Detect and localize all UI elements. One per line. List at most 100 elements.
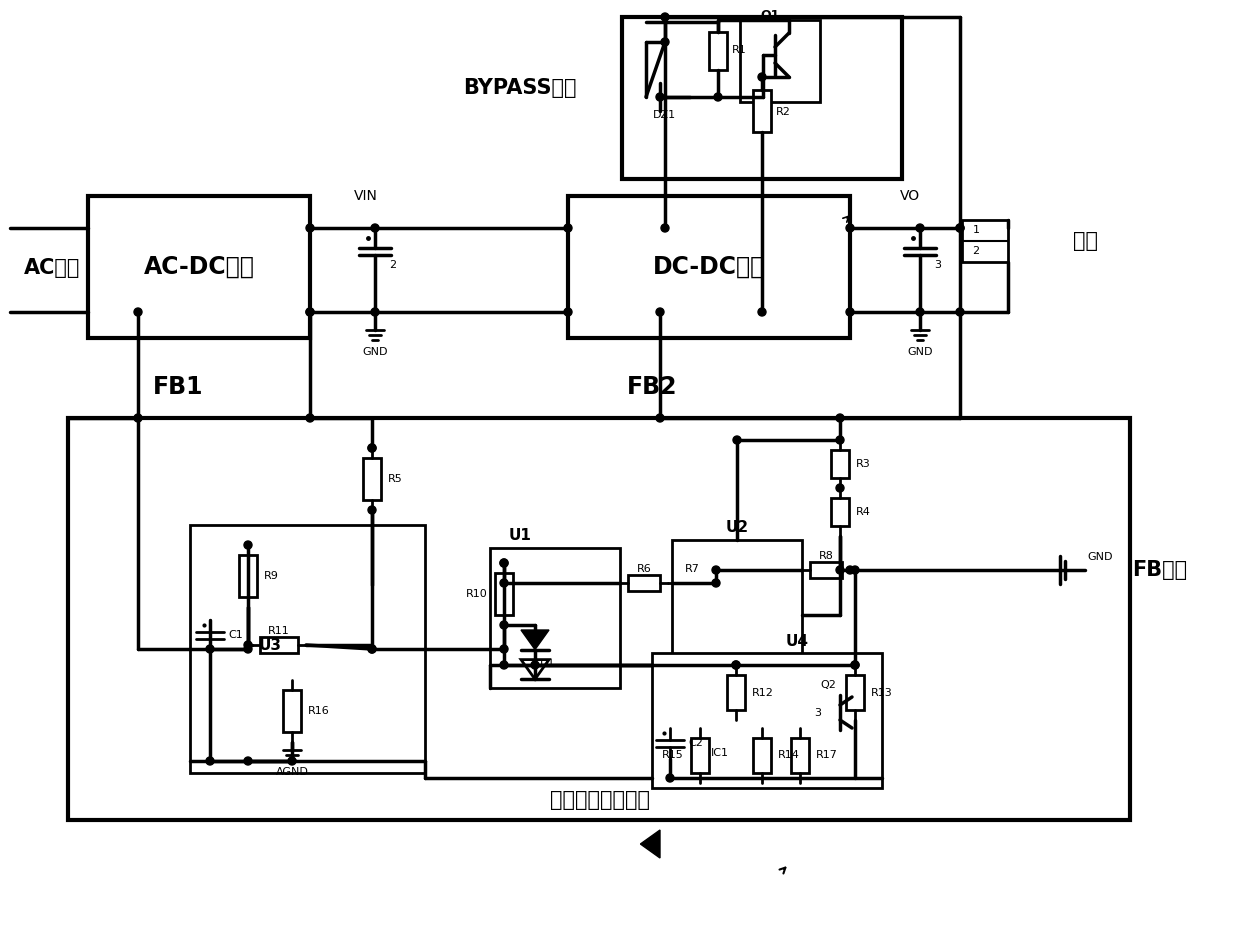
Circle shape bbox=[532, 661, 539, 669]
Circle shape bbox=[368, 444, 375, 452]
Text: DC-DC模块: DC-DC模块 bbox=[653, 255, 766, 279]
Text: GND: GND bbox=[1088, 552, 1113, 562]
Bar bbox=[831, 498, 849, 526]
Text: GND: GND bbox=[362, 347, 388, 357]
Bar bbox=[68, 418, 1130, 820]
Circle shape bbox=[206, 645, 214, 653]
Bar bbox=[691, 738, 709, 773]
Text: R17: R17 bbox=[817, 751, 838, 760]
Text: U3: U3 bbox=[259, 637, 281, 652]
Circle shape bbox=[916, 224, 924, 232]
Circle shape bbox=[846, 224, 854, 232]
Circle shape bbox=[712, 579, 720, 587]
Bar bbox=[961, 220, 1009, 262]
Text: C2: C2 bbox=[688, 738, 703, 748]
Circle shape bbox=[206, 757, 214, 765]
Bar bbox=[489, 548, 620, 688]
Circle shape bbox=[851, 661, 859, 669]
Circle shape bbox=[244, 541, 252, 549]
Text: VIN: VIN bbox=[354, 189, 378, 203]
Bar bbox=[727, 675, 745, 710]
Bar bbox=[567, 196, 850, 338]
Circle shape bbox=[244, 641, 252, 649]
Circle shape bbox=[368, 506, 375, 514]
Bar bbox=[790, 738, 809, 773]
Circle shape bbox=[564, 224, 572, 232]
Text: C1: C1 bbox=[228, 630, 243, 640]
Bar bbox=[676, 575, 707, 591]
Polygon shape bbox=[641, 830, 660, 858]
Circle shape bbox=[714, 93, 722, 101]
Circle shape bbox=[732, 661, 740, 669]
Text: R3: R3 bbox=[856, 459, 871, 469]
Circle shape bbox=[368, 645, 375, 653]
Text: R7: R7 bbox=[685, 564, 700, 574]
Circle shape bbox=[957, 308, 964, 316]
Bar bbox=[363, 458, 382, 500]
Text: 3: 3 bbox=[934, 260, 940, 270]
Circle shape bbox=[134, 414, 142, 422]
Text: 2: 2 bbox=[389, 260, 396, 270]
Bar bbox=[239, 555, 256, 597]
Text: U2: U2 bbox=[726, 520, 748, 535]
Text: 输出: 输出 bbox=[1073, 231, 1098, 251]
Text: FB输入: FB输入 bbox=[1132, 560, 1187, 580]
Circle shape bbox=[501, 645, 508, 653]
Circle shape bbox=[712, 566, 720, 574]
Text: R10: R10 bbox=[466, 589, 488, 599]
Text: 1: 1 bbox=[973, 225, 980, 235]
Bar bbox=[88, 196, 310, 338]
Text: IC1: IC1 bbox=[711, 748, 729, 758]
Circle shape bbox=[306, 308, 313, 316]
Circle shape bbox=[287, 757, 296, 765]
Circle shape bbox=[732, 661, 740, 669]
Text: R8: R8 bbox=[819, 551, 834, 561]
Circle shape bbox=[758, 73, 766, 81]
Circle shape bbox=[667, 774, 674, 782]
Circle shape bbox=[846, 308, 854, 316]
Text: R4: R4 bbox=[856, 507, 871, 517]
Bar bbox=[831, 450, 849, 478]
Text: U4: U4 bbox=[786, 633, 809, 648]
Bar bbox=[282, 690, 301, 732]
Circle shape bbox=[501, 661, 508, 669]
Circle shape bbox=[368, 645, 375, 653]
Bar bbox=[622, 17, 902, 179]
Bar bbox=[709, 32, 727, 70]
Polygon shape bbox=[522, 660, 549, 679]
Text: R5: R5 bbox=[388, 474, 403, 484]
Circle shape bbox=[733, 436, 741, 444]
Circle shape bbox=[244, 757, 252, 765]
Text: 3: 3 bbox=[814, 708, 821, 718]
Circle shape bbox=[655, 308, 664, 316]
Text: R9: R9 bbox=[264, 571, 279, 581]
Text: R6: R6 bbox=[637, 564, 652, 574]
Circle shape bbox=[660, 13, 669, 21]
Text: GND: GND bbox=[907, 347, 933, 357]
Text: R2: R2 bbox=[776, 107, 790, 117]
Circle shape bbox=[370, 224, 379, 232]
Bar bbox=[496, 573, 513, 615]
Text: D1: D1 bbox=[540, 659, 555, 669]
Text: U1: U1 bbox=[508, 529, 532, 544]
Polygon shape bbox=[522, 630, 549, 649]
Text: R15: R15 bbox=[663, 751, 684, 760]
Bar bbox=[753, 90, 771, 132]
Circle shape bbox=[836, 484, 844, 492]
Circle shape bbox=[564, 308, 572, 316]
Text: R16: R16 bbox=[309, 706, 330, 716]
Circle shape bbox=[306, 308, 313, 316]
Circle shape bbox=[655, 414, 664, 422]
Text: Q1: Q1 bbox=[760, 8, 779, 22]
Circle shape bbox=[306, 224, 313, 232]
Circle shape bbox=[836, 436, 844, 444]
Bar bbox=[628, 575, 660, 591]
Text: R1: R1 bbox=[732, 45, 747, 55]
Circle shape bbox=[660, 38, 669, 46]
Circle shape bbox=[501, 621, 508, 629]
Text: 2: 2 bbox=[973, 246, 980, 256]
Circle shape bbox=[846, 566, 854, 574]
Circle shape bbox=[134, 308, 142, 316]
Circle shape bbox=[244, 645, 252, 653]
Text: 调压电路控制模块: 调压电路控制模块 bbox=[550, 790, 650, 810]
